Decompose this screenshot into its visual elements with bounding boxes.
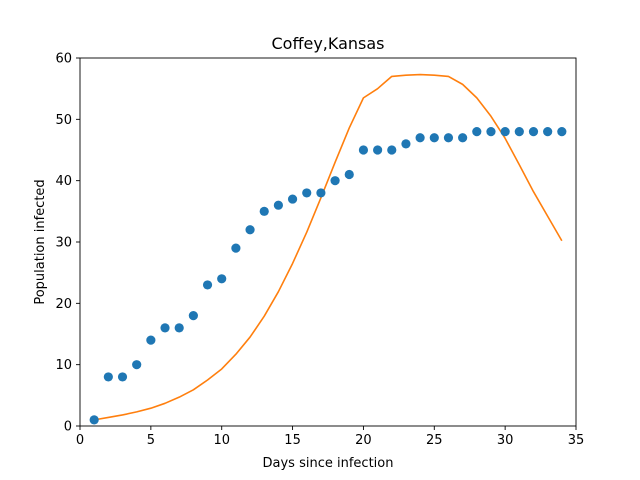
x-tick-label: 30 bbox=[497, 433, 514, 448]
y-tick-label: 20 bbox=[55, 297, 72, 312]
y-tick-label: 10 bbox=[55, 358, 72, 373]
data-point bbox=[117, 372, 128, 382]
x-tick-label: 5 bbox=[147, 433, 155, 448]
data-point bbox=[528, 127, 539, 137]
data-point bbox=[245, 225, 255, 235]
data-point bbox=[486, 127, 496, 137]
x-tick-label: 0 bbox=[76, 433, 84, 448]
data-point bbox=[401, 139, 411, 149]
chart-title: Coffey,Kansas bbox=[271, 34, 384, 53]
data-point bbox=[458, 133, 468, 143]
data-point bbox=[202, 280, 213, 290]
y-tick-label: 50 bbox=[55, 113, 72, 128]
data-point bbox=[160, 323, 170, 333]
plot-layer bbox=[89, 73, 567, 425]
data-point bbox=[557, 127, 567, 137]
data-point bbox=[132, 360, 142, 370]
data-point bbox=[103, 372, 113, 382]
data-point bbox=[387, 145, 397, 155]
y-tick-label: 40 bbox=[55, 174, 72, 189]
x-tick-label: 25 bbox=[426, 433, 443, 448]
data-point bbox=[217, 274, 227, 284]
y-tick-label: 60 bbox=[55, 52, 72, 67]
data-point bbox=[287, 194, 298, 204]
x-tick-label: 10 bbox=[213, 433, 230, 448]
series-line bbox=[94, 73, 563, 421]
data-point bbox=[373, 145, 383, 155]
y-tick-label: 0 bbox=[64, 420, 72, 435]
data-point bbox=[415, 133, 425, 143]
data-point bbox=[472, 127, 482, 137]
data-point bbox=[259, 206, 269, 216]
data-point bbox=[344, 169, 354, 180]
data-point bbox=[330, 176, 340, 186]
data-point bbox=[188, 311, 198, 321]
data-point bbox=[443, 133, 454, 143]
axes-layer: 0 5 10 15 20 25 30 35 0 10 20 30 40 50 60 bbox=[55, 52, 584, 449]
y-axis-label: Population infected bbox=[33, 179, 48, 304]
data-point bbox=[146, 335, 156, 345]
data-point bbox=[429, 133, 439, 143]
data-point bbox=[316, 188, 326, 198]
data-point bbox=[89, 415, 99, 425]
data-point bbox=[174, 323, 184, 333]
data-point bbox=[302, 188, 312, 198]
y-tick-label: 30 bbox=[55, 236, 72, 251]
data-point bbox=[273, 200, 283, 210]
x-tick-label: 20 bbox=[355, 433, 372, 448]
data-point bbox=[358, 145, 369, 155]
data-point bbox=[231, 243, 241, 253]
data-point bbox=[500, 127, 510, 137]
x-tick-label: 35 bbox=[568, 433, 585, 448]
x-axis-label: Days since infection bbox=[263, 456, 394, 471]
data-point bbox=[514, 127, 524, 137]
data-point bbox=[543, 127, 553, 137]
x-tick-label: 15 bbox=[284, 433, 301, 448]
